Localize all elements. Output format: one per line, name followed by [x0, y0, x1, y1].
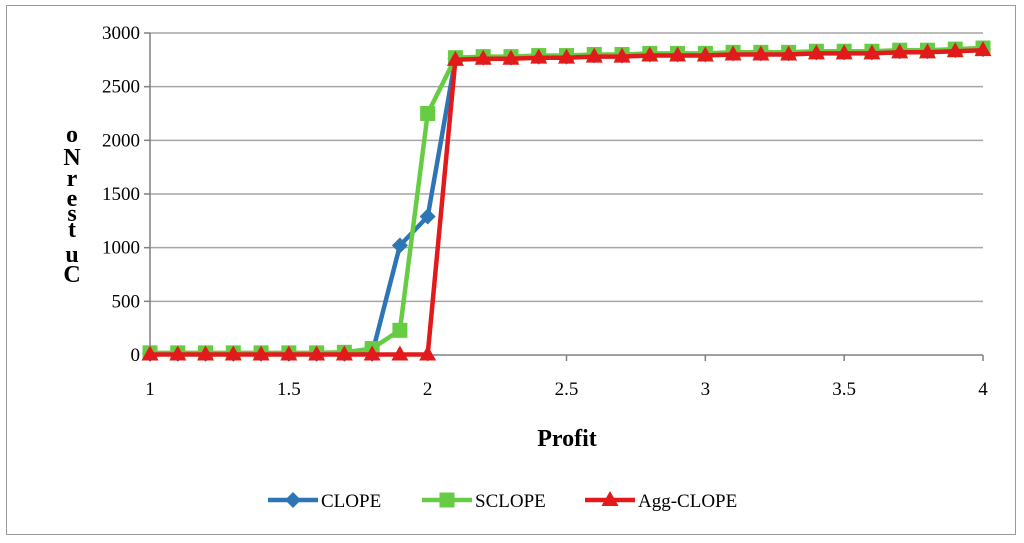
data-point-clope: [391, 237, 408, 254]
y-axis-title-char: u: [65, 242, 78, 268]
chart-frame: [6, 5, 1016, 535]
y-tick-labels: 0 500 1000 1500 2000 2500 3000: [102, 23, 140, 366]
data-point-agg-clope: [752, 45, 770, 61]
data-point-agg-clope: [446, 50, 464, 66]
legend-item-sclope: SCLOPE: [422, 491, 546, 512]
x-tick-label: 1.5: [277, 379, 301, 400]
y-axis-title-char: r: [67, 166, 78, 192]
legend-label: Agg-CLOPE: [638, 491, 737, 512]
y-tick-label: 500: [112, 291, 141, 312]
data-point-agg-clope: [974, 41, 992, 57]
y-tick-label: 3000: [102, 23, 140, 44]
legend-item-agg-clope: Agg-CLOPE: [585, 491, 737, 512]
data-point-agg-clope: [141, 345, 159, 361]
legend-swatch-marker: [601, 491, 619, 506]
y-axis-title-char: e: [67, 186, 78, 212]
y-axis-title-char: o: [66, 122, 78, 148]
x-tick-label: 4: [978, 379, 988, 400]
data-point-agg-clope: [391, 345, 409, 361]
data-point-clope: [419, 208, 436, 225]
data-point-agg-clope: [669, 46, 687, 62]
data-point-agg-clope: [474, 49, 492, 65]
data-point-agg-clope: [530, 48, 548, 64]
data-point-agg-clope: [558, 48, 575, 64]
data-point-agg-clope: [169, 345, 187, 361]
y-axis-title-char: C: [63, 262, 80, 288]
x-tick-label: 3: [701, 379, 711, 400]
data-point-agg-clope: [197, 345, 215, 361]
series-group: [141, 40, 992, 362]
x-tick-label: 2.5: [555, 379, 579, 400]
series-line-sclope: [150, 45, 984, 356]
data-point-agg-clope: [224, 345, 242, 361]
data-point-agg-clope: [585, 47, 603, 63]
y-axis-title-char: t: [68, 217, 76, 243]
data-point-agg-clope: [308, 345, 326, 361]
y-axis-title-char: N: [63, 145, 81, 171]
x-axis-title: Profit: [537, 426, 597, 452]
legend-label: SCLOPE: [475, 491, 546, 512]
y-axis-title-char: s: [67, 201, 76, 227]
data-point-agg-clope: [419, 345, 437, 361]
legend: CLOPE SCLOPE Agg-CLOPE: [268, 491, 737, 512]
data-point-agg-clope: [724, 45, 742, 61]
data-point-agg-clope: [946, 42, 964, 58]
data-point-agg-clope: [807, 44, 825, 60]
data-point-agg-clope: [613, 47, 631, 63]
data-point-agg-clope: [502, 49, 520, 65]
gridlines: [150, 32, 983, 303]
y-tick-label: 2000: [102, 130, 140, 151]
y-tick-label: 0: [131, 345, 141, 366]
x-tick-label: 3.5: [832, 379, 856, 400]
series-sclope: [142, 40, 991, 361]
data-point-agg-clope: [280, 345, 298, 361]
y-tick-label: 1000: [102, 238, 140, 259]
data-point-agg-clope: [335, 345, 353, 361]
data-point-agg-clope: [363, 345, 381, 361]
data-point-agg-clope: [835, 44, 853, 60]
data-point-agg-clope: [863, 44, 881, 60]
data-point-sclope: [420, 106, 436, 121]
data-point-agg-clope: [641, 46, 659, 62]
data-point-agg-clope: [780, 45, 798, 61]
data-point-agg-clope: [252, 345, 270, 361]
legend-item-clope: CLOPE: [268, 491, 381, 512]
data-point-agg-clope: [918, 43, 936, 59]
axes: [144, 32, 984, 361]
y-tick-label: 2500: [102, 77, 140, 98]
data-point-agg-clope: [696, 46, 714, 62]
data-point-agg-clope: [891, 43, 909, 59]
series-line-agg-clope: [150, 47, 984, 357]
y-tick-label: 1500: [102, 184, 140, 205]
series-clope: [142, 41, 991, 362]
x-tick-labels: 1 1.5 2 2.5 3 3.5 4: [145, 379, 988, 400]
data-point-sclope: [392, 322, 408, 338]
x-tick-label: 1: [145, 379, 155, 400]
series-line-clope: [150, 46, 984, 357]
legend-label: CLOPE: [321, 491, 381, 512]
legend-swatch-marker: [439, 492, 455, 508]
legend-swatch-marker: [285, 492, 301, 508]
x-tick-label: 2: [423, 379, 433, 400]
series-agg-clope: [141, 41, 992, 361]
